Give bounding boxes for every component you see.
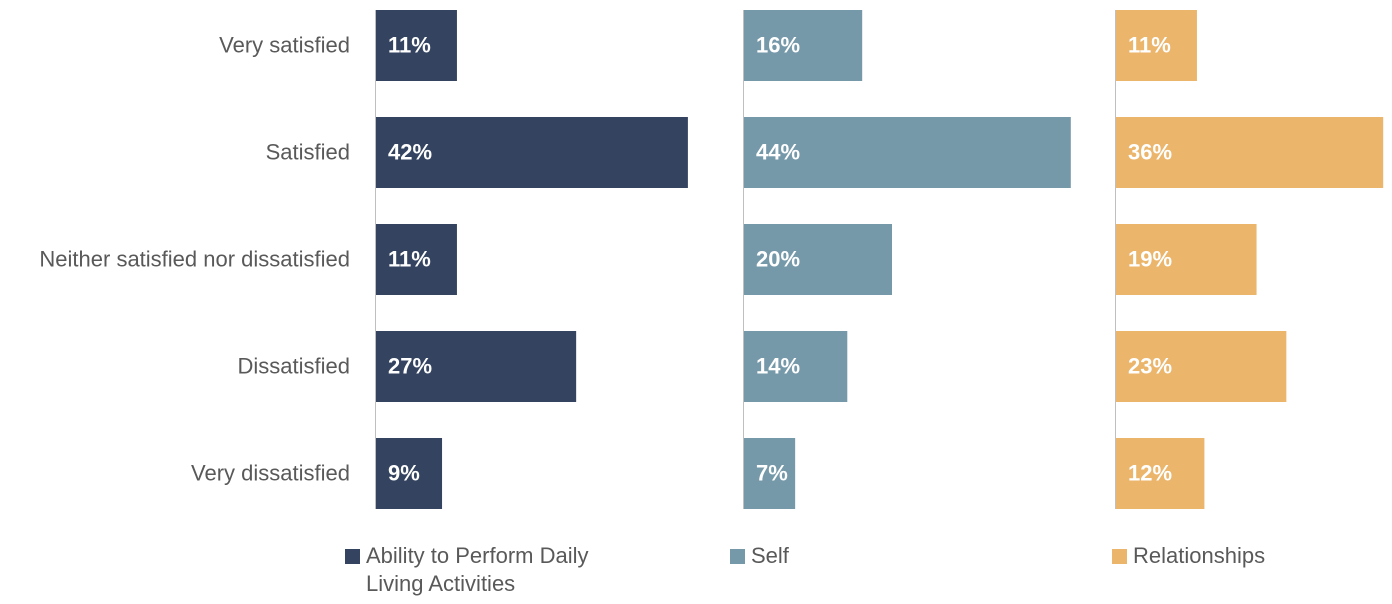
legend-item: Relationships <box>1112 542 1382 570</box>
legend-swatch <box>730 549 745 564</box>
legend-label: Self <box>751 543 789 568</box>
bar <box>743 331 848 402</box>
bar <box>1115 10 1197 81</box>
value-label: 42% <box>388 139 432 164</box>
bar <box>743 117 1071 188</box>
legend-swatch <box>1112 549 1127 564</box>
value-label: 12% <box>1128 460 1172 485</box>
value-label: 44% <box>756 139 800 164</box>
value-label: 16% <box>756 32 800 57</box>
legend-label: Ability to Perform Daily Living Activiti… <box>366 543 589 596</box>
value-label: 11% <box>1128 32 1171 57</box>
bar <box>375 117 688 188</box>
category-label: Very satisfied <box>219 32 350 57</box>
value-label: 20% <box>756 246 800 271</box>
category-label: Very dissatisfied <box>191 460 350 485</box>
value-label: 14% <box>756 353 800 378</box>
bar <box>743 224 892 295</box>
bar <box>1115 438 1205 509</box>
bar <box>1115 331 1287 402</box>
bar <box>1115 117 1384 188</box>
legend-item: Self <box>730 542 1030 570</box>
legend-label: Relationships <box>1133 543 1266 568</box>
category-label: Satisfied <box>266 139 350 164</box>
value-label: 19% <box>1128 246 1172 271</box>
legend-swatch <box>345 549 360 564</box>
category-label: Neither satisfied nor dissatisfied <box>39 246 350 271</box>
value-label: 27% <box>388 353 432 378</box>
category-label: Dissatisfied <box>238 353 350 378</box>
chart: Very satisfied Satisfied Neither satisfied… <box>39 10 1384 509</box>
bar <box>743 10 863 81</box>
bar <box>375 438 443 509</box>
value-label: 11% <box>388 246 431 271</box>
value-label: 36% <box>1128 139 1172 164</box>
value-label: 23% <box>1128 353 1172 378</box>
value-label: 9% <box>388 460 420 485</box>
bar <box>375 331 577 402</box>
value-label: 11% <box>388 32 431 57</box>
bar <box>375 10 457 81</box>
bar <box>375 224 457 295</box>
value-label: 7% <box>756 460 788 485</box>
bar <box>1115 224 1257 295</box>
bar <box>743 438 796 509</box>
legend-item: Ability to Perform Daily Living Activiti… <box>345 542 645 598</box>
